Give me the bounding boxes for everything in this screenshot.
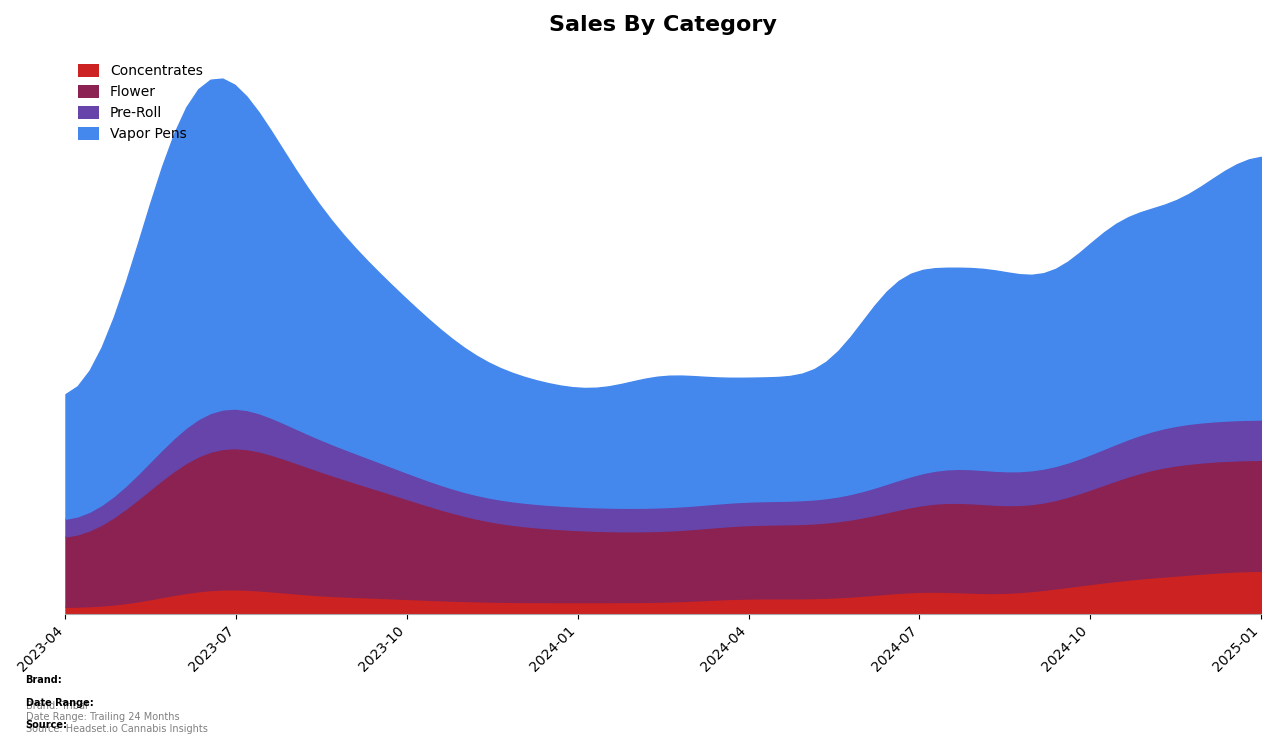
Text: Brand: Tribal
Date Range: Trailing 24 Months
Source: Headset.io Cannabis Insight: Brand: Tribal Date Range: Trailing 24 Mo…	[26, 701, 208, 734]
Text: Source:: Source:	[26, 721, 68, 730]
Title: Sales By Category: Sales By Category	[549, 15, 777, 35]
Text: Brand:: Brand:	[26, 676, 63, 685]
Legend: Concentrates, Flower, Pre-Roll, Vapor Pens: Concentrates, Flower, Pre-Roll, Vapor Pe…	[73, 58, 208, 147]
Text: Date Range:: Date Range:	[26, 698, 93, 708]
